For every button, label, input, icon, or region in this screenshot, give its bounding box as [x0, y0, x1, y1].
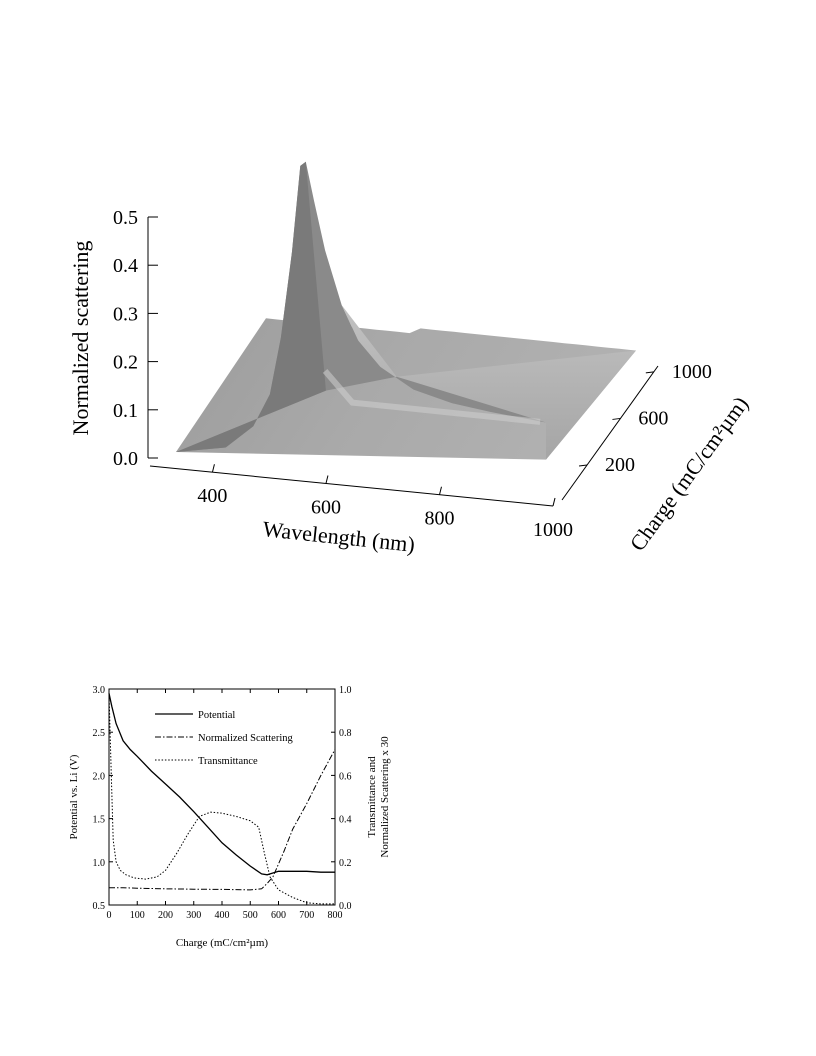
y-tick-label: 200 — [605, 454, 635, 476]
x-tick — [438, 486, 442, 495]
surface-chart: 0.0 0.1 0.2 0.3 0.4 0.5 400 600 800 1000 200 600 1… — [68, 161, 753, 557]
x-tick-label: 800 — [424, 508, 454, 530]
y-axis-line — [561, 365, 659, 501]
left-axis-title: Potential vs. Li (V) — [68, 754, 80, 839]
legend-label: Transmittance — [198, 756, 258, 767]
x-tick-label: 600 — [271, 910, 286, 921]
series-potential — [108, 693, 335, 876]
left-tick-label: 2.5 — [93, 728, 106, 739]
x-tick-label: 400 — [215, 910, 230, 921]
right-tick-label: 0.6 — [339, 771, 352, 782]
surface-mesh — [176, 161, 636, 460]
y-tick-label: 1000 — [672, 361, 712, 383]
right-axis-title-line1: Transmittance and — [366, 756, 378, 838]
surface-peak-flank — [176, 161, 326, 452]
series-transmittance — [108, 693, 335, 905]
x-tick — [325, 475, 329, 484]
left-tick-label: 1.0 — [93, 858, 106, 869]
x-tick-label: 400 — [197, 485, 227, 507]
x-tick — [211, 464, 215, 473]
right-tick-label: 0.4 — [339, 815, 352, 826]
z-tick-label: 0.0 — [113, 448, 138, 470]
surface-highlight — [322, 368, 541, 425]
right-tick-label: 0.0 — [339, 901, 352, 912]
right-tick-label: 1.0 — [339, 685, 352, 696]
right-axis-title-line2: Normalized Scattering x 30 — [379, 736, 391, 858]
x-tick-label: 600 — [311, 496, 341, 518]
left-tick-label: 2.0 — [93, 771, 106, 782]
series-normalized-scattering — [109, 749, 336, 891]
z-tick-label: 0.3 — [113, 303, 138, 325]
y-tick — [645, 371, 654, 374]
x-tick-label: 1000 — [533, 519, 573, 541]
right-tick-label: 0.2 — [339, 858, 352, 869]
legend: Potential Normalized Scattering Transmitta… — [155, 710, 294, 767]
z-tick-label: 0.1 — [113, 400, 138, 422]
y-tick — [612, 417, 621, 420]
plot-frame — [108, 688, 336, 906]
x-tick-label: 200 — [158, 910, 173, 921]
x-axis-title: Charge (mC/cm²µm) — [176, 937, 269, 949]
z-tick-label: 0.4 — [113, 255, 138, 277]
x-tick-label: 300 — [186, 910, 201, 921]
y-tick-label: 600 — [638, 407, 668, 429]
legend-label: Potential — [198, 710, 235, 721]
surface-shoulder — [341, 305, 636, 460]
x-axis-title: Wavelength (nm) — [261, 516, 416, 557]
left-tick-label: 3.0 — [93, 685, 106, 696]
x-tick-label: 700 — [299, 910, 314, 921]
x-tick-label: 800 — [328, 910, 343, 921]
right-tick-label: 0.8 — [339, 728, 352, 739]
x-tick-label: 100 — [130, 910, 145, 921]
legend-label: Normalized Scattering — [198, 733, 294, 744]
left-tick-label: 1.5 — [93, 815, 106, 826]
x-tick-label: 500 — [243, 910, 258, 921]
left-tick-label: 0.5 — [93, 901, 106, 912]
y-tick — [578, 464, 588, 467]
x-tick-label: 0 — [107, 910, 112, 921]
z-tick-label: 0.2 — [113, 352, 138, 374]
z-axis-title: Normalized scattering — [68, 241, 93, 436]
x-axis-line — [149, 465, 554, 507]
x-tick — [552, 497, 556, 507]
z-tick-label: 0.5 — [113, 207, 138, 229]
